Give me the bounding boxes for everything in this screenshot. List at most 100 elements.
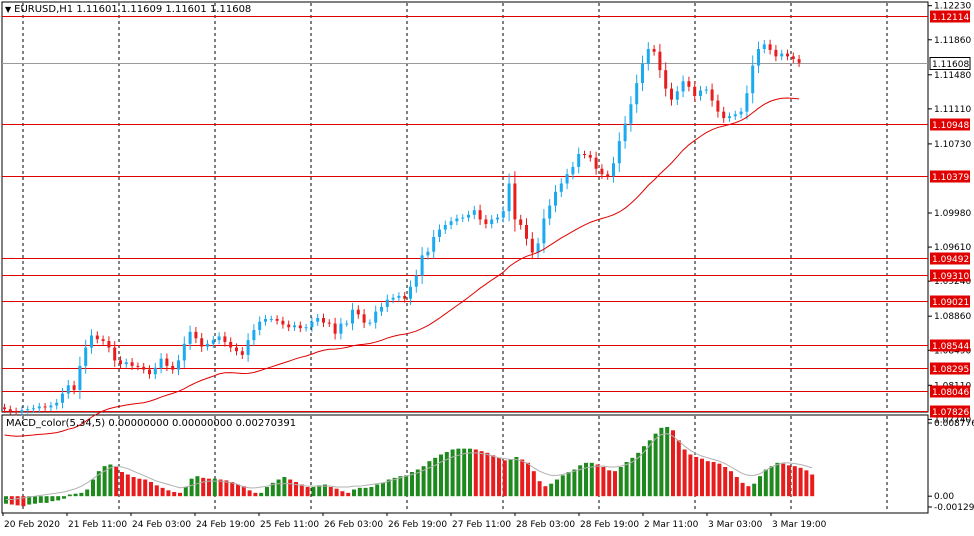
macd-histogram-bar xyxy=(73,493,78,497)
price-axis-label: 1.11860 xyxy=(934,36,971,46)
macd-histogram-bar xyxy=(485,452,490,497)
time-axis-label: 2 Mar 11:00 xyxy=(644,520,699,530)
macd-pane-frame xyxy=(1,414,929,514)
candle-body xyxy=(380,306,383,312)
macd-histogram-bar xyxy=(659,427,664,497)
macd-histogram-bar xyxy=(276,479,281,497)
candle-body xyxy=(217,336,221,341)
level-price-label: 1.08295 xyxy=(932,365,969,375)
candle-body xyxy=(420,255,424,276)
level-price-box xyxy=(930,405,970,418)
level-price-box xyxy=(930,269,970,282)
candle-body xyxy=(588,154,592,158)
macd-histogram-bar xyxy=(102,466,107,497)
macd-histogram-bar xyxy=(288,479,293,497)
macd-histogram-bar xyxy=(763,469,768,497)
time-axis-label: 26 Feb 03:00 xyxy=(324,520,383,530)
macd-histogram-bar xyxy=(311,487,316,497)
candle-body xyxy=(316,318,320,322)
candle-body xyxy=(606,174,610,177)
macd-histogram-bar xyxy=(642,446,646,497)
current-price-label: 1.11608 xyxy=(932,60,969,70)
candle-body xyxy=(130,362,134,366)
level-price-label: 1.09021 xyxy=(932,298,969,308)
collapse-triangle-icon[interactable]: ▼ xyxy=(5,5,12,14)
macd-histogram-bar xyxy=(50,496,55,502)
macd-histogram-bar xyxy=(804,470,809,497)
candle-body xyxy=(182,343,186,361)
candle-body xyxy=(142,366,146,370)
macd-histogram-bar xyxy=(723,467,728,497)
macd-histogram-bar xyxy=(694,456,699,497)
time-axis-label: 20 Feb 2020 xyxy=(4,520,60,530)
candle-body xyxy=(310,321,314,328)
macd-histogram-bar xyxy=(787,465,791,497)
candle-body xyxy=(275,318,279,321)
candle-body xyxy=(467,214,470,218)
macd-histogram-bar xyxy=(433,457,438,497)
macd-histogram-bar xyxy=(624,461,629,497)
macd-histogram-bar xyxy=(618,467,623,497)
time-axis-label: 28 Feb 19:00 xyxy=(580,520,639,530)
candle-body xyxy=(768,44,772,50)
candle-body xyxy=(693,86,697,96)
macd-histogram-bar xyxy=(317,485,322,497)
candle-body xyxy=(37,406,41,409)
candle-body xyxy=(513,183,517,220)
macd-histogram-bar xyxy=(172,492,177,497)
macd-histogram-bar xyxy=(700,458,704,497)
level-price-box xyxy=(930,362,970,375)
macd-histogram-bar xyxy=(491,455,496,497)
candle-body xyxy=(258,321,262,330)
candle-body xyxy=(704,89,708,91)
macd-indicator-label: MACD_color(5,34,5) 0.00000000 0.00000000… xyxy=(6,418,297,429)
macd-histogram-bar xyxy=(781,463,786,497)
candle-body xyxy=(507,183,511,212)
candle-body xyxy=(716,100,720,112)
macd-histogram-bar xyxy=(369,487,374,497)
price-axis-label: 1.09980 xyxy=(934,209,971,219)
macd-histogram-bar xyxy=(462,448,467,497)
macd-histogram-bar xyxy=(294,482,298,497)
candle-body xyxy=(20,410,24,412)
candle-body xyxy=(119,360,122,365)
candle-body xyxy=(356,309,360,315)
macd-histogram-bar xyxy=(328,487,333,497)
candle-body xyxy=(501,211,505,218)
candle-body xyxy=(722,111,726,119)
macd-histogram-bar xyxy=(299,484,304,497)
candle-body xyxy=(194,331,198,339)
candle-body xyxy=(333,323,337,334)
candle-body xyxy=(525,224,528,239)
candle-body xyxy=(362,314,366,323)
level-price-box xyxy=(930,385,970,398)
candle-body xyxy=(594,157,598,169)
candle-body xyxy=(264,318,267,322)
candle-body xyxy=(345,323,349,325)
candle-body xyxy=(43,406,47,408)
candle-body xyxy=(200,338,204,347)
candle-body xyxy=(385,299,389,307)
candle-body xyxy=(762,44,766,49)
candle-body xyxy=(8,409,12,412)
level-price-label: 1.08046 xyxy=(932,388,969,398)
level-price-label: 1.10379 xyxy=(932,173,969,183)
candle-body xyxy=(136,365,140,367)
time-axis-label: 26 Feb 19:00 xyxy=(388,520,447,530)
macd-histogram-bar xyxy=(189,478,194,497)
candle-body xyxy=(287,324,291,328)
candle-body xyxy=(478,210,482,220)
macd-histogram-bar xyxy=(67,494,72,497)
candle-body xyxy=(554,191,557,206)
candle-body xyxy=(612,163,615,177)
macd-histogram-bar xyxy=(120,472,124,497)
candle-body xyxy=(548,205,552,219)
macd-histogram-bar xyxy=(212,478,217,497)
macd-signal-line xyxy=(6,433,813,501)
candle-body xyxy=(269,318,273,320)
candle-body xyxy=(751,65,755,94)
macd-histogram-bar xyxy=(665,426,670,497)
candle-body xyxy=(206,343,209,347)
macd-histogram-bar xyxy=(555,479,559,497)
